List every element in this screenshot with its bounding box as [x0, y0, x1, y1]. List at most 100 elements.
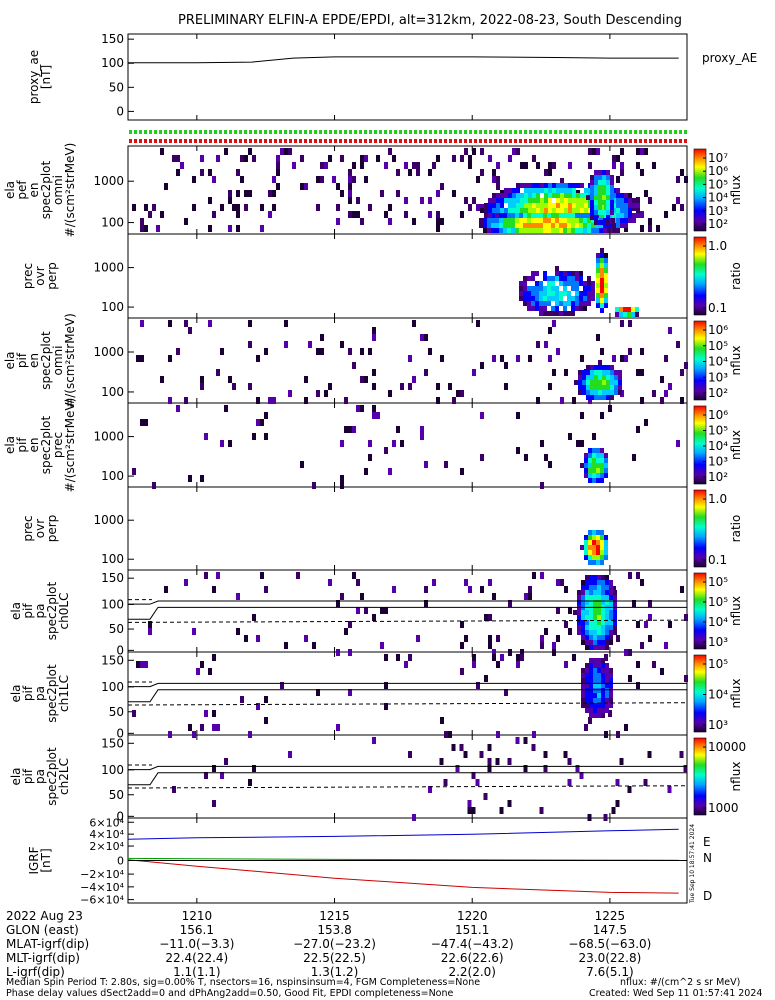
heat-cell — [585, 703, 589, 708]
y-axis-label: pif — [15, 352, 29, 368]
heat-cell — [488, 208, 492, 213]
heat-cell — [480, 208, 484, 213]
y-tick-label: 0 — [116, 726, 124, 740]
heat-cell — [228, 225, 232, 232]
y-tick-label: 100 — [101, 216, 124, 230]
heat-cell — [609, 630, 613, 635]
heat-cell — [519, 281, 523, 286]
heat-cell — [248, 779, 252, 786]
heat-cell — [536, 203, 540, 208]
heat-cell — [636, 682, 640, 689]
heat-cell — [340, 482, 344, 489]
heat-cell — [583, 213, 587, 218]
heat-cell — [524, 193, 528, 198]
heat-cell — [581, 635, 585, 640]
heat-cell — [589, 585, 593, 590]
heat-cell — [176, 405, 180, 412]
heat-cell — [589, 668, 593, 673]
status-mark-green — [164, 130, 167, 134]
heat-cell — [172, 155, 176, 162]
colorbar-label: nflux — [729, 679, 743, 709]
status-mark-red — [639, 139, 642, 143]
heat-cell — [507, 218, 511, 223]
heat-cell — [140, 419, 144, 426]
heat-cell — [680, 369, 684, 376]
heat-cell — [560, 397, 564, 404]
heat-cell — [532, 183, 536, 188]
heat-cell — [495, 228, 499, 233]
heat-cell — [575, 286, 579, 291]
status-mark-green — [434, 130, 437, 134]
heat-cell — [572, 193, 576, 198]
axes-frame — [127, 734, 688, 819]
status-mark-red — [359, 139, 362, 143]
heat-cell — [602, 370, 606, 375]
heat-cell — [590, 195, 594, 200]
heat-cell — [531, 744, 536, 751]
heat-cell — [556, 183, 560, 188]
heat-cell — [192, 731, 196, 738]
heat-cell — [436, 225, 440, 232]
y-tick-label: 2×10⁴ — [89, 840, 124, 853]
heat-cell — [523, 286, 527, 291]
heat-cell — [598, 180, 602, 185]
heat-cell — [539, 223, 543, 228]
heat-cell — [583, 301, 587, 306]
heat-cell — [588, 473, 592, 478]
heat-cell — [528, 193, 532, 198]
heat-cell — [543, 291, 547, 296]
heat-cell — [600, 348, 604, 355]
heat-cell — [356, 405, 360, 412]
heat-cell — [597, 590, 601, 595]
heat-cell — [640, 211, 644, 218]
heat-cell — [600, 288, 604, 293]
status-mark-green — [359, 130, 362, 134]
status-mark-green — [129, 130, 132, 134]
heat-cell — [620, 198, 624, 203]
heat-cell — [276, 162, 280, 169]
heat-cell — [575, 301, 579, 306]
heat-cell — [597, 640, 601, 645]
heat-cell — [544, 454, 548, 461]
status-mark-green — [599, 130, 602, 134]
heat-cell — [348, 169, 352, 176]
heat-cell — [136, 661, 140, 668]
heat-cell — [503, 213, 507, 218]
heat-cell — [516, 661, 520, 668]
x-row-value: 22.6(22.6) — [441, 951, 504, 965]
colorbar-tick-label: 10⁶ — [708, 164, 728, 178]
heat-cell — [548, 203, 552, 208]
heat-cell — [404, 661, 408, 668]
y-axis-label: pef — [15, 180, 29, 200]
status-mark-green — [484, 130, 487, 134]
heat-cell — [496, 162, 500, 169]
heat-cell — [256, 355, 260, 362]
heat-cell — [587, 276, 591, 281]
heat-cell — [547, 301, 551, 306]
x-row-value: 23.0(22.8) — [578, 951, 641, 965]
heat-cell — [396, 426, 400, 433]
heat-cell — [593, 658, 597, 663]
status-mark-green — [369, 130, 372, 134]
heat-cell — [593, 610, 597, 615]
heat-cell — [596, 268, 600, 273]
colorbar-tick-label: 10³ — [708, 370, 728, 384]
heat-cell — [304, 635, 308, 642]
y-tick-label: 150 — [101, 653, 124, 667]
heat-cell — [600, 550, 604, 555]
heat-cell — [594, 390, 598, 395]
heat-cell — [584, 463, 588, 468]
heatmap-precovrperp_e — [519, 248, 639, 317]
heat-cell — [515, 218, 519, 223]
heat-cell — [512, 188, 516, 193]
status-mark-green — [184, 130, 187, 134]
heat-cell — [460, 155, 464, 162]
heat-cell — [508, 600, 512, 607]
status-mark-green — [349, 130, 352, 134]
heat-cell — [568, 183, 572, 188]
heat-cell — [589, 580, 593, 585]
y-axis-label: ovr — [33, 266, 47, 285]
heat-cell — [600, 535, 604, 540]
loss-cone-line — [128, 772, 687, 786]
